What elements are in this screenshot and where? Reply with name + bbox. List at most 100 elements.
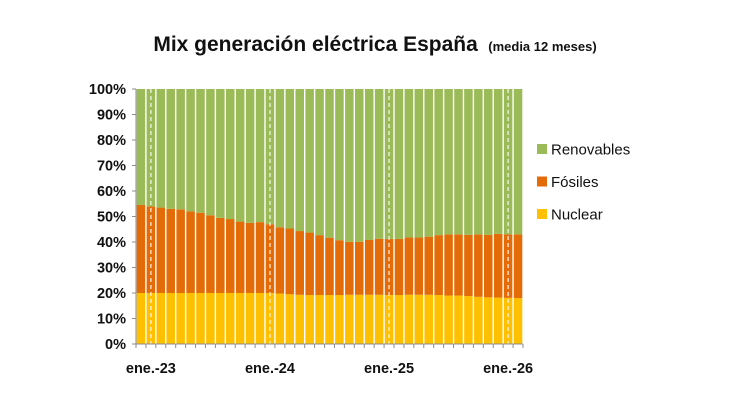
bar-nuclear-2024-03 [285,294,295,344]
y-tick-label: 10% [97,312,126,328]
legend-label-renovables: Renovables [551,142,630,159]
x-tick-label: ene.-24 [245,361,295,377]
legend-swatch-fosiles [537,176,547,187]
bar-fosiles-2024-11 [364,239,374,295]
bar-renovables-2025-04 [414,89,424,238]
bar-nuclear-2024-05 [305,295,314,344]
bar-nuclear-2023-12 [255,293,265,344]
bar-renovables-2024-03 [285,89,295,229]
bar-fosiles-2023-07 [206,215,215,293]
bar-renovables-2024-08 [335,89,344,241]
bar-fosiles-2024-03 [285,228,295,295]
legend-swatch-renovables [537,144,547,154]
bar-nuclear-2025-01 [384,295,394,344]
bar-fosiles-2023-05 [186,211,195,293]
bar-fosiles-2023-01 [146,206,156,293]
bar-fosiles-2025-11 [484,234,493,298]
bar-renovables-2025-08 [454,89,463,235]
y-tick-label: 90% [97,108,126,124]
bar-nuclear-2024-12 [374,294,384,344]
legend: Renovables Fósiles Nuclear [537,142,630,224]
bar-renovables-2026-02 [513,89,523,235]
y-tick-label: 80% [97,133,126,149]
bar-fosiles-2023-04 [176,209,185,293]
bar-nuclear-2024-04 [295,294,304,344]
y-tick-label: 50% [97,210,126,226]
bar-renovables-2025-10 [474,89,483,235]
bar-fosiles-2024-05 [305,232,314,296]
bar-fosiles-2025-02 [394,238,404,296]
bar-nuclear-2025-08 [454,295,463,344]
bar-renovables-2025-06 [434,89,443,236]
x-tick-label: ene.-25 [364,361,414,377]
bar-renovables-2025-11 [484,89,493,235]
bar-nuclear-2025-07 [444,295,453,344]
legend-swatch-nuclear [537,209,547,219]
bar-renovables-2024-09 [345,89,354,242]
bar-renovables-2024-11 [364,89,374,240]
bar-fosiles-2023-09 [226,219,235,293]
bar-fosiles-2023-02 [156,207,166,293]
y-tick-label: 40% [97,235,126,251]
bar-renovables-2024-05 [305,89,314,233]
bar-nuclear-2023-05 [186,293,195,344]
bar-fosiles-2025-12 [493,233,503,298]
bar-fosiles-2024-07 [325,237,334,296]
bar-nuclear-2025-09 [464,296,473,344]
bar-fosiles-2024-10 [355,241,364,295]
bar-nuclear-2023-02 [156,293,166,344]
bar-nuclear-2026-02 [513,298,523,344]
bar-nuclear-2023-04 [176,293,185,344]
legend-label-nuclear: Nuclear [551,207,603,224]
bar-fosiles-2024-02 [275,227,285,294]
bar-renovables-2023-05 [186,89,195,212]
bar-fosiles-2023-12 [255,222,265,293]
bar-nuclear-2024-02 [275,293,285,344]
bar-nuclear-2023-07 [206,293,215,344]
bar-nuclear-2023-06 [196,293,205,344]
bar-renovables-2025-01 [384,89,394,239]
bar-fosiles-2022-12 [136,205,146,293]
y-tick-label: 20% [97,286,126,302]
bar-fosiles-2024-09 [345,241,354,295]
bar-nuclear-2023-09 [226,293,235,344]
bar-fosiles-2024-08 [335,240,344,296]
bar-nuclear-2022-12 [136,293,146,344]
bar-fosiles-2026-02 [513,234,523,299]
bar-nuclear-2024-06 [315,295,324,344]
bar-nuclear-2024-10 [355,294,364,344]
bar-nuclear-2024-11 [364,294,374,344]
plot-axes: 0% 10% 20% 30% 40% 50% 60% 70% 80% 90% 100% ene.-23… [89,82,533,377]
bar-renovables-2025-05 [424,89,433,237]
bar-fosiles-2024-12 [374,238,384,295]
bar-fosiles-2025-03 [404,237,414,295]
y-tick-label: 70% [97,159,126,175]
bar-nuclear-2024-01 [265,293,275,344]
bar-renovables-2023-06 [196,89,205,213]
plot-bars [136,89,523,344]
chart-title: Mix generación eléctrica España (media 1… [153,33,596,56]
bar-nuclear-2025-05 [424,294,433,344]
bar-nuclear-2025-06 [434,295,443,344]
bar-renovables-2024-02 [275,89,285,228]
bar-fosiles-2024-04 [295,231,304,295]
bar-renovables-2025-07 [444,89,453,235]
bar-fosiles-2025-07 [444,234,453,296]
bar-fosiles-2023-11 [245,222,255,294]
chart-title-main: Mix generación eléctrica España [153,33,478,56]
bar-renovables-2024-10 [355,89,364,242]
bar-renovables-2024-06 [315,89,324,236]
bar-nuclear-2024-07 [325,295,334,344]
bar-nuclear-2023-11 [245,293,255,344]
bar-renovables-2023-11 [245,89,255,223]
bar-renovables-2023-08 [216,89,225,218]
bar-nuclear-2023-03 [166,293,175,344]
bar-nuclear-2025-02 [394,295,404,344]
legend-label-fosiles: Fósiles [551,174,599,191]
bar-nuclear-2025-10 [474,296,483,344]
bar-renovables-2023-10 [235,89,245,222]
y-tick-label: 30% [97,261,126,277]
bar-nuclear-2024-09 [345,294,354,344]
bar-renovables-2023-12 [255,89,265,223]
bar-renovables-2024-04 [295,89,304,232]
